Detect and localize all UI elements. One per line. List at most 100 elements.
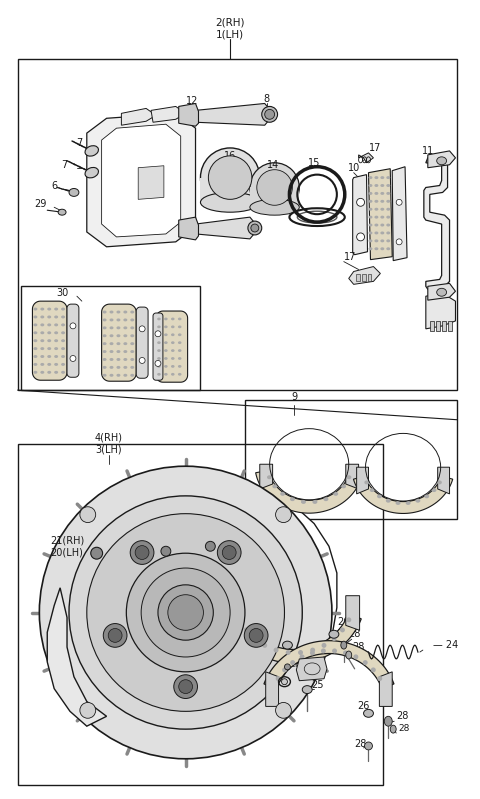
Ellipse shape	[109, 334, 113, 337]
Ellipse shape	[370, 488, 375, 492]
Polygon shape	[428, 151, 456, 168]
Ellipse shape	[54, 332, 58, 334]
Polygon shape	[67, 304, 79, 377]
Ellipse shape	[340, 627, 345, 632]
Ellipse shape	[54, 347, 58, 350]
Ellipse shape	[250, 199, 300, 215]
Ellipse shape	[47, 308, 51, 311]
Ellipse shape	[123, 311, 127, 313]
Ellipse shape	[40, 324, 44, 326]
Ellipse shape	[310, 650, 315, 655]
Polygon shape	[266, 672, 278, 706]
Text: 10: 10	[348, 163, 360, 173]
Ellipse shape	[117, 358, 120, 361]
Ellipse shape	[130, 358, 134, 361]
Ellipse shape	[109, 350, 113, 353]
Ellipse shape	[286, 650, 291, 655]
Ellipse shape	[374, 176, 378, 179]
Ellipse shape	[208, 156, 252, 199]
Ellipse shape	[369, 247, 372, 250]
Ellipse shape	[347, 475, 351, 479]
Text: 26: 26	[358, 702, 370, 711]
Ellipse shape	[61, 355, 65, 358]
Ellipse shape	[310, 648, 315, 653]
Ellipse shape	[333, 492, 338, 496]
Ellipse shape	[437, 288, 446, 296]
Ellipse shape	[87, 514, 285, 711]
Ellipse shape	[222, 546, 236, 559]
Ellipse shape	[141, 568, 230, 657]
Ellipse shape	[126, 553, 245, 672]
Ellipse shape	[34, 355, 37, 358]
Ellipse shape	[70, 356, 76, 361]
Ellipse shape	[386, 499, 391, 503]
Ellipse shape	[341, 641, 347, 649]
Polygon shape	[260, 464, 273, 489]
Ellipse shape	[290, 660, 295, 665]
Ellipse shape	[157, 333, 161, 336]
Ellipse shape	[130, 374, 134, 377]
Ellipse shape	[363, 710, 373, 718]
Ellipse shape	[164, 373, 168, 376]
Polygon shape	[346, 464, 359, 489]
Ellipse shape	[432, 488, 436, 492]
Ellipse shape	[54, 363, 58, 366]
Ellipse shape	[357, 198, 364, 206]
Ellipse shape	[34, 332, 37, 334]
Ellipse shape	[130, 350, 134, 353]
Ellipse shape	[164, 317, 168, 320]
Text: 3(LH): 3(LH)	[95, 444, 122, 455]
Ellipse shape	[61, 363, 65, 366]
Polygon shape	[438, 467, 450, 494]
Ellipse shape	[380, 192, 384, 195]
Polygon shape	[201, 177, 260, 202]
Ellipse shape	[386, 200, 390, 203]
Ellipse shape	[155, 331, 161, 336]
Ellipse shape	[369, 240, 372, 242]
Ellipse shape	[178, 317, 181, 320]
Ellipse shape	[157, 357, 161, 360]
Ellipse shape	[40, 371, 44, 374]
Polygon shape	[447, 321, 452, 331]
Polygon shape	[264, 641, 394, 688]
Ellipse shape	[123, 326, 127, 329]
Text: 19(RH): 19(RH)	[195, 531, 229, 542]
Ellipse shape	[70, 323, 76, 329]
Polygon shape	[369, 169, 392, 260]
Ellipse shape	[117, 350, 120, 353]
Ellipse shape	[205, 542, 216, 551]
Text: 11: 11	[421, 146, 434, 156]
Ellipse shape	[374, 232, 378, 234]
Ellipse shape	[283, 641, 292, 649]
Ellipse shape	[40, 308, 44, 311]
Ellipse shape	[377, 676, 382, 681]
Ellipse shape	[61, 371, 65, 374]
Polygon shape	[379, 672, 392, 706]
Text: 1(LH): 1(LH)	[216, 30, 244, 39]
Ellipse shape	[130, 342, 134, 345]
Ellipse shape	[264, 109, 275, 119]
Text: 17: 17	[369, 143, 381, 153]
Ellipse shape	[130, 319, 134, 321]
Ellipse shape	[274, 648, 278, 653]
Ellipse shape	[109, 319, 113, 321]
Ellipse shape	[123, 366, 127, 369]
Polygon shape	[156, 311, 188, 382]
Ellipse shape	[363, 660, 368, 665]
Ellipse shape	[390, 725, 396, 733]
Ellipse shape	[135, 546, 149, 559]
Ellipse shape	[179, 680, 192, 694]
Ellipse shape	[157, 365, 161, 368]
Polygon shape	[357, 467, 369, 494]
Ellipse shape	[164, 349, 168, 352]
Ellipse shape	[47, 355, 51, 358]
Text: 9: 9	[291, 392, 298, 402]
Ellipse shape	[54, 355, 58, 358]
Ellipse shape	[201, 193, 260, 213]
Polygon shape	[426, 293, 456, 329]
Ellipse shape	[267, 475, 272, 479]
Ellipse shape	[298, 650, 303, 655]
Ellipse shape	[371, 667, 376, 673]
Ellipse shape	[164, 333, 168, 336]
Text: 22: 22	[258, 674, 271, 684]
